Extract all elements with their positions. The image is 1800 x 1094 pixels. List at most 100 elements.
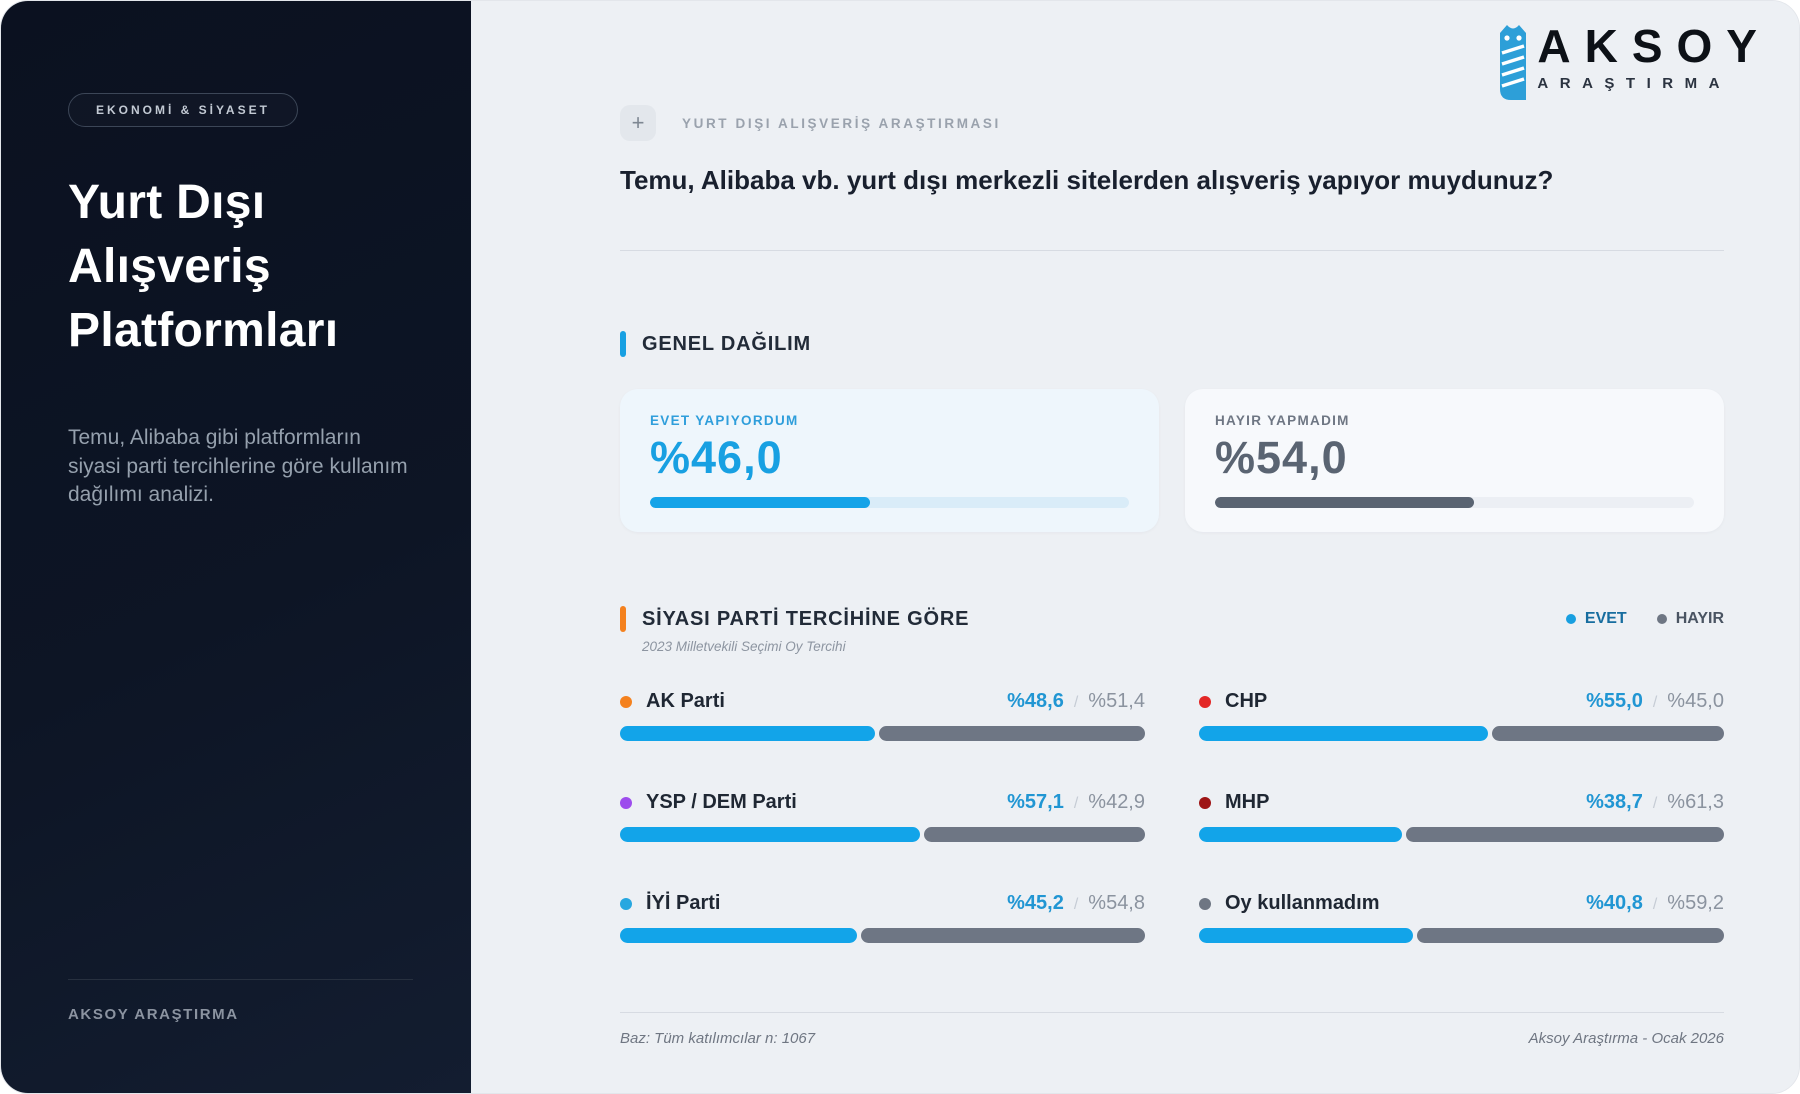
party-section-subtitle: 2023 Milletvekili Seçimi Oy Tercihi	[642, 639, 846, 654]
party-evet-value: %40,8	[1586, 892, 1643, 914]
card-hayir-progress-track	[1215, 497, 1694, 508]
party-dot	[620, 897, 632, 910]
page-title-line2: Alışveriş	[68, 239, 271, 293]
party-row-chp: CHP %55,0 / %45,0	[1199, 690, 1724, 741]
card-evet-value: %46,0	[650, 432, 783, 483]
party-bar-evet	[620, 928, 858, 943]
party-bar-hayir	[861, 928, 1145, 943]
party-bar-evet	[1199, 726, 1488, 741]
party-row-iyi-parti: İYİ Parti %45,2 / %54,8	[620, 892, 1145, 943]
value-separator: /	[1652, 896, 1658, 913]
party-row-oy-kullanmadim: Oy kullanmadım %40,8 / %59,2	[1199, 892, 1724, 943]
sample-note: Baz: Tüm katılımcılar n: 1067	[620, 1030, 816, 1047]
card-evet-progress-fill	[650, 497, 871, 508]
party-section-accent-bar	[620, 606, 626, 632]
party-evet-value: %55,0	[1586, 690, 1643, 712]
party-bar-evet	[1199, 928, 1414, 943]
survey-tag-row: + YURT DIŞI ALIŞVERİŞ ARAŞTIRMASI	[620, 105, 1724, 141]
main-panel: AKSOY ARAŞTIRMA + YURT DIŞI ALIŞVERİŞ AR…	[471, 1, 1799, 1093]
legend-item-hayir: HAYIR	[1656, 610, 1724, 628]
party-bar-hayir	[1491, 726, 1724, 741]
survey-tag-label: YURT DIŞI ALIŞVERİŞ ARAŞTIRMASI	[682, 115, 1001, 131]
party-split-bar	[620, 928, 1145, 943]
general-section-title: GENEL DAĞILIM	[642, 332, 811, 355]
sidebar: EKONOMİ & SİYASET Yurt Dışı Alışveriş Pl…	[1, 1, 471, 1093]
party-bar-hayir	[1417, 928, 1724, 943]
legend-label-hayir: HAYIR	[1675, 610, 1724, 627]
party-row-mhp: MHP %38,7 / %61,3	[1199, 791, 1724, 842]
party-name: İYİ Parti	[646, 892, 721, 914]
party-hayir-value: %61,3	[1667, 791, 1724, 813]
card-hayir-value: %54,0	[1215, 432, 1348, 483]
party-dot	[1199, 796, 1211, 809]
brand-name: AKSOY	[1537, 20, 1771, 72]
party-row-ak-parti: AK Parti %48,6 / %51,4	[620, 690, 1145, 741]
card-hayir: HAYIR YAPMADIM %54,0	[1185, 389, 1724, 532]
general-section-header: GENEL DAĞILIM	[620, 331, 1724, 357]
party-evet-value: %45,2	[1007, 892, 1064, 914]
legend-item-evet: EVET	[1565, 610, 1627, 628]
legend-dot-evet	[1565, 614, 1576, 624]
party-name: YSP / DEM Parti	[646, 791, 797, 813]
page-description: Temu, Alibaba gibi platformların siyasi …	[68, 426, 408, 507]
party-hayir-value: %51,4	[1088, 690, 1145, 712]
party-bar-evet	[1199, 827, 1403, 842]
party-section-title: SİYASI PARTİ TERCİHİNE GÖRE	[642, 607, 970, 630]
party-dot	[1199, 897, 1211, 910]
card-evet: EVET YAPIYORDUM %46,0	[620, 389, 1159, 532]
party-evet-value: %38,7	[1586, 791, 1643, 813]
survey-question: Temu, Alibaba vb. yurt dışı merkezli sit…	[620, 165, 1554, 195]
party-hayir-value: %59,2	[1667, 892, 1724, 914]
party-split-bar	[1199, 827, 1724, 842]
plus-icon: +	[620, 105, 656, 141]
party-split-bar	[1199, 726, 1724, 741]
page-title-line1: Yurt Dışı	[68, 176, 266, 229]
party-hayir-value: %54,8	[1088, 892, 1145, 914]
page-title: Yurt Dışı Alışveriş Platformları	[68, 171, 413, 362]
value-separator: /	[1652, 795, 1658, 812]
category-badge: EKONOMİ & SİYASET	[68, 93, 298, 127]
sidebar-footer-brand: AKSOY ARAŞTIRMA	[68, 979, 413, 1023]
legend-dot-hayir	[1656, 614, 1667, 624]
party-dot	[620, 695, 632, 708]
general-cards: EVET YAPIYORDUM %46,0 HAYIR YAPMADIM %54…	[620, 389, 1724, 532]
party-name: MHP	[1225, 791, 1270, 813]
party-grid: AK Parti %48,6 / %51,4 CHP	[620, 690, 1724, 993]
party-split-bar	[1199, 928, 1724, 943]
party-bar-hayir	[879, 726, 1145, 741]
party-split-bar	[620, 827, 1145, 842]
page-title-line3: Platformları	[68, 303, 339, 357]
header-divider	[620, 250, 1724, 251]
main-footer: Baz: Tüm katılımcılar n: 1067 Aksoy Araş…	[620, 1012, 1724, 1047]
party-hayir-value: %45,0	[1667, 690, 1724, 712]
party-split-bar	[620, 726, 1145, 741]
brand-logo: AKSOY ARAŞTIRMA	[1497, 23, 1771, 103]
party-bar-hayir	[1406, 827, 1724, 842]
brand-logo-text: AKSOY ARAŞTIRMA	[1537, 23, 1771, 92]
party-name: CHP	[1225, 690, 1268, 712]
party-name: Oy kullanmadım	[1225, 892, 1380, 914]
card-hayir-progress-fill	[1215, 497, 1474, 508]
value-separator: /	[1073, 795, 1079, 812]
party-bar-evet	[620, 726, 876, 741]
party-hayir-value: %42,9	[1088, 791, 1145, 813]
legend: EVET HAYIR	[1565, 610, 1724, 628]
legend-label-evet: EVET	[1584, 610, 1627, 627]
value-separator: /	[1073, 896, 1079, 913]
party-evet-value: %48,6	[1007, 690, 1064, 712]
party-name: AK Parti	[646, 690, 725, 712]
value-separator: /	[1073, 694, 1079, 711]
party-bar-hayir	[923, 827, 1145, 842]
owl-icon	[1497, 23, 1529, 103]
party-evet-value: %57,1	[1007, 791, 1064, 813]
general-section-accent-bar	[620, 331, 626, 357]
party-dot	[1199, 695, 1211, 708]
party-row-ysp-dem: YSP / DEM Parti %57,1 / %42,9	[620, 791, 1145, 842]
card-evet-label: EVET YAPIYORDUM	[650, 413, 799, 428]
source-note: Aksoy Araştırma - Ocak 2026	[1528, 1030, 1724, 1047]
party-section-header: SİYASI PARTİ TERCİHİNE GÖRE EVET HAYIR 2…	[620, 606, 1724, 654]
value-separator: /	[1652, 694, 1658, 711]
card-hayir-label: HAYIR YAPMADIM	[1215, 413, 1350, 428]
party-dot	[620, 796, 632, 809]
